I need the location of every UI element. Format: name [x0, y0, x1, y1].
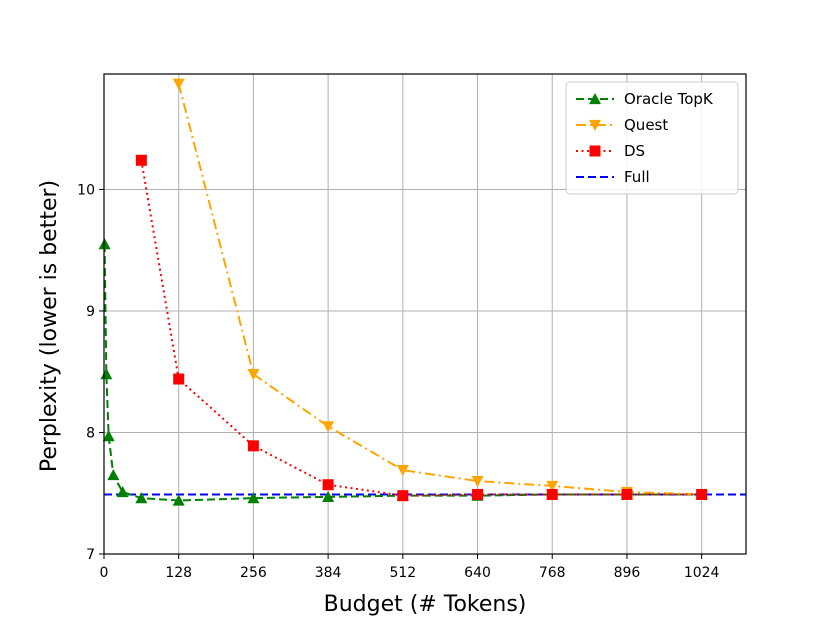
- quest-point: [471, 475, 484, 488]
- oracle-topk-line: [103, 244, 702, 502]
- legend-box: [565, 81, 739, 195]
- y-tick-label: 7: [86, 547, 95, 563]
- legend-marker: [589, 93, 601, 105]
- x-tick-label: 1024: [684, 565, 720, 581]
- x-tick-label: 896: [614, 565, 641, 581]
- oracle-topk-point: [102, 430, 115, 442]
- legend-label: Full: [624, 168, 650, 186]
- oracle-topk-point: [135, 492, 148, 504]
- oracle-topk-point: [172, 494, 185, 506]
- legend-item-full: Full: [576, 168, 650, 186]
- ds-point: [621, 488, 633, 500]
- quest-point: [546, 480, 559, 492]
- x-tick-label: 768: [539, 565, 566, 581]
- quest-point: [396, 465, 409, 477]
- ds-point: [173, 373, 185, 385]
- y-tick-label: 9: [86, 304, 95, 320]
- oracle-topk-point: [100, 368, 113, 380]
- x-ticks: 0 128 256 384 512 640 768 896 1024: [100, 554, 720, 581]
- quest-point: [247, 369, 260, 381]
- y-ticks: 7 8 9 10: [77, 182, 104, 563]
- quest-point: [322, 421, 335, 433]
- y-axis-label: Perplexity (lower is better): [37, 180, 62, 472]
- y-tick-label: 8: [86, 425, 95, 441]
- legend-item-quest: Quest: [576, 116, 668, 134]
- legend-label: Quest: [624, 116, 668, 134]
- oracle-topk-point: [116, 486, 129, 498]
- ds-point: [322, 479, 334, 491]
- x-tick-label: 128: [165, 565, 192, 581]
- series-layer: [98, 78, 746, 506]
- legend-item-oracle-topk: Oracle TopK: [576, 90, 714, 108]
- ds-point: [472, 488, 484, 500]
- legend-label: DS: [624, 142, 645, 160]
- oracle-topk-point: [247, 492, 260, 504]
- x-tick-label: 512: [389, 565, 416, 581]
- quest-point: [172, 78, 185, 90]
- x-tick-label: 256: [240, 565, 267, 581]
- plot-frame: [103, 73, 747, 555]
- ds-point: [397, 490, 409, 502]
- legend-marker: [589, 145, 601, 157]
- x-tick-label: 0: [100, 565, 109, 581]
- ds-line: [140, 160, 702, 497]
- x-tick-label: 384: [315, 565, 342, 581]
- legend: Oracle TopK Quest DS Full: [565, 81, 739, 195]
- legend-marker: [589, 119, 601, 131]
- oracle-topk-point: [107, 469, 120, 481]
- ds-point: [135, 154, 147, 166]
- x-axis-label: Budget (# Tokens): [324, 592, 527, 617]
- y-tick-label: 10: [77, 182, 95, 198]
- ds-point: [546, 488, 558, 500]
- ds-point: [696, 488, 708, 500]
- ds-point: [247, 440, 259, 452]
- legend-label: Oracle TopK: [624, 90, 714, 108]
- legend-item-ds: DS: [576, 142, 645, 160]
- series-ds: [135, 154, 708, 502]
- quest-line: [177, 83, 702, 496]
- x-tick-label: 640: [464, 565, 491, 581]
- oracle-topk-point: [322, 490, 335, 502]
